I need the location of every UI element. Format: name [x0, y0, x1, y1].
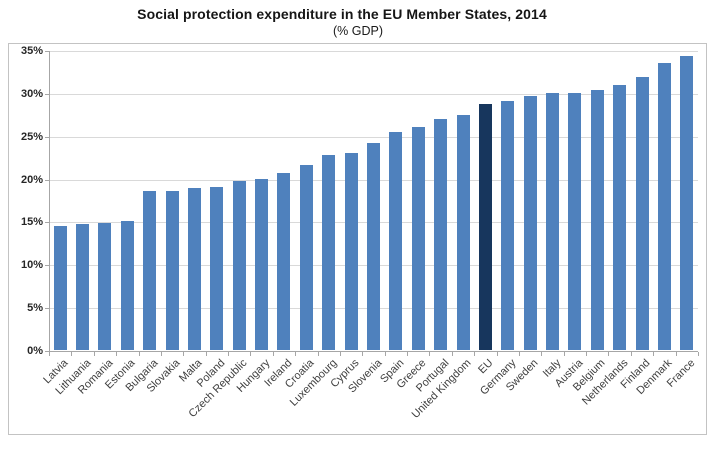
x-axis-tick-12: [317, 352, 319, 356]
x-axis-tick-10: [272, 352, 274, 356]
x-axis-tick-5: [160, 352, 162, 356]
y-axis-tick-15%: [45, 222, 49, 224]
y-axis-label-15%: 15%: [20, 216, 43, 229]
x-axis-tick-15: [384, 352, 386, 356]
x-axis-tick-22: [541, 352, 543, 356]
x-axis-tick-1: [71, 352, 73, 356]
bar-denmark: [657, 62, 671, 350]
gridline-30%: [49, 93, 698, 95]
x-axis-tick-18: [451, 352, 453, 356]
gridline-25%: [49, 136, 698, 138]
x-axis-tick-3: [116, 352, 118, 356]
x-axis-tick-26: [630, 352, 632, 356]
bar-netherlands: [613, 85, 627, 350]
chart-title: Social protection expenditure in the EU …: [137, 6, 547, 22]
x-axis-tick-24: [586, 352, 588, 356]
bar-estonia: [120, 220, 134, 350]
x-axis-tick-9: [250, 352, 252, 356]
bar-france: [680, 56, 694, 350]
x-axis-tick-19: [474, 352, 476, 356]
chart-subtitle: (% GDP): [333, 24, 383, 38]
x-axis-tick-2: [93, 352, 95, 356]
y-axis-line: [49, 51, 50, 352]
x-axis-tick-7: [205, 352, 207, 356]
x-axis-tick-20: [496, 352, 498, 356]
x-axis-line: [49, 351, 698, 352]
x-axis-tick-11: [295, 352, 297, 356]
bar-croatia: [299, 164, 313, 350]
bar-germany: [501, 100, 515, 350]
bar-luxembourg: [322, 155, 336, 350]
bar-slovakia: [165, 191, 179, 350]
y-axis-label-5%: 5%: [27, 302, 43, 315]
x-axis-tick-16: [407, 352, 409, 356]
bar-eu: [478, 104, 492, 350]
bar-malta: [187, 188, 201, 350]
bar-greece: [411, 127, 425, 350]
y-axis-label-20%: 20%: [20, 173, 43, 186]
x-axis-tick-28: [675, 352, 677, 356]
bar-italy: [546, 92, 560, 350]
y-axis-label-0%: 0%: [27, 345, 43, 357]
bar-united-kingdom: [456, 115, 470, 350]
gridline-35%: [49, 51, 698, 52]
x-axis-tick-4: [138, 352, 140, 356]
bar-ireland: [277, 173, 291, 350]
bar-hungary: [255, 179, 269, 350]
bar-romania: [98, 223, 112, 350]
y-axis-tick-35%: [45, 51, 49, 52]
x-axis-tick-6: [183, 352, 185, 356]
y-axis-tick-5%: [45, 308, 49, 310]
y-axis-label-10%: 10%: [20, 259, 43, 272]
bar-belgium: [590, 90, 604, 350]
bar-portugal: [434, 119, 448, 350]
y-axis-label-35%: 35%: [20, 45, 43, 57]
y-axis-tick-20%: [45, 179, 49, 181]
bar-austria: [568, 92, 582, 350]
bar-lithuania: [76, 224, 90, 350]
x-axis-tick-27: [653, 352, 655, 356]
x-axis-tick-14: [362, 352, 364, 356]
bar-bulgaria: [143, 191, 157, 350]
x-axis-tick-21: [518, 352, 520, 356]
plot-area: 0% 5% 10% 15% 20% 25% 30% 35% Latvia Lithuania Rom…: [21, 45, 699, 421]
bar-sweden: [523, 96, 537, 350]
bar-czech-republic: [232, 181, 246, 350]
chart-box: 0% 5% 10% 15% 20% 25% 30% 35% Latvia Lithuania Rom…: [8, 43, 707, 435]
bar-finland: [635, 76, 649, 350]
bar-spain: [389, 132, 403, 350]
x-axis-tick-23: [563, 352, 565, 356]
bar-poland: [210, 187, 224, 350]
bar-slovenia: [367, 143, 380, 350]
x-axis-tick-29: [698, 352, 699, 356]
y-axis-tick-0%: [45, 351, 49, 352]
x-axis-tick-25: [608, 352, 610, 356]
x-axis-tick-17: [429, 352, 431, 356]
y-axis-label-25%: 25%: [20, 130, 43, 143]
y-axis-tick-30%: [45, 93, 49, 95]
y-axis-label-30%: 30%: [20, 87, 43, 100]
x-axis-tick-13: [339, 352, 341, 356]
y-axis-tick-25%: [45, 136, 49, 138]
bar-latvia: [53, 225, 67, 350]
bar-cyprus: [344, 152, 358, 350]
x-axis-tick-0: [49, 352, 50, 356]
x-axis-tick-8: [228, 352, 230, 356]
y-axis-tick-10%: [45, 265, 49, 267]
